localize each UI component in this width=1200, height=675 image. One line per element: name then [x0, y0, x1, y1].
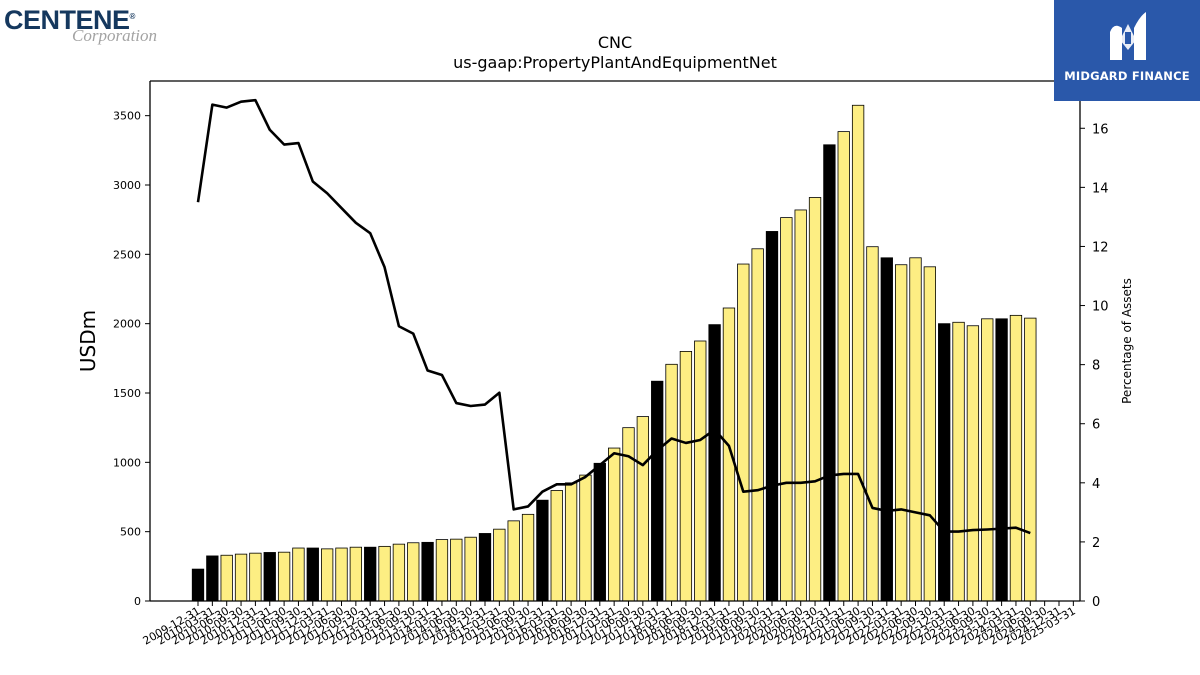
bar [507, 520, 520, 602]
y-axis-label: USDm [76, 310, 100, 372]
bar [493, 528, 506, 602]
bar [220, 554, 233, 602]
bar [895, 264, 908, 602]
registered-mark: ® [129, 12, 136, 21]
axes-group [149, 80, 1081, 602]
bar [708, 324, 721, 602]
bar [765, 231, 779, 602]
y2-tick-label: 8 [1092, 359, 1100, 374]
bar [579, 474, 592, 602]
bar [335, 547, 348, 602]
bar [320, 548, 334, 602]
centene-logo: CENTENE® Corporation [4, 2, 157, 45]
midgard-emblem-icon [1110, 12, 1146, 60]
bar [277, 551, 291, 602]
bar [191, 568, 205, 602]
bar [306, 547, 319, 602]
bar [923, 266, 936, 602]
y-tick-label: 2500 [113, 248, 141, 261]
bar [206, 555, 219, 602]
y-tick-label: 3500 [113, 110, 141, 123]
bar [679, 350, 693, 602]
bar [521, 513, 535, 602]
bar [1009, 314, 1023, 602]
bar [292, 547, 305, 602]
company-sub: Corporation [72, 26, 158, 45]
bar [981, 318, 994, 602]
bar [751, 248, 764, 602]
y2-axis-label: Percentage of Assets [1120, 278, 1134, 404]
bar [1024, 317, 1037, 602]
bar [665, 363, 678, 602]
y-tick-label: 1500 [113, 387, 141, 400]
bar [880, 257, 893, 602]
bar [636, 416, 649, 602]
bar [995, 318, 1008, 602]
bars-group [191, 104, 1037, 602]
bar [966, 325, 980, 602]
bar [794, 209, 807, 602]
bar [808, 197, 822, 602]
bar [407, 542, 420, 602]
y-tick-label: 3000 [113, 179, 141, 192]
bar [450, 538, 463, 602]
y2-tick-label: 6 [1092, 418, 1100, 433]
y-tick-label: 1000 [113, 456, 141, 469]
bar [737, 263, 750, 602]
bar [651, 380, 664, 602]
bar [593, 462, 606, 602]
bar [780, 217, 793, 602]
bar [909, 257, 922, 602]
bar [851, 104, 865, 602]
bar [234, 553, 248, 602]
y2-tick-label: 16 [1092, 122, 1109, 137]
publisher-name: MIDGARD FINANCE [1064, 69, 1190, 83]
bar [837, 131, 850, 602]
bar [564, 482, 578, 602]
y2-tick-label: 14 [1092, 181, 1109, 196]
bar [378, 545, 391, 602]
bar [364, 546, 377, 602]
bar [823, 144, 836, 602]
bar [392, 543, 406, 602]
ticks-group: 0 500 1000 1500 2000 2500 3000 3500 0 2 4 6 8 10 12 14 1… [113, 110, 1109, 648]
chart-title: CNC [598, 33, 632, 52]
company-name: CENTENE® [4, 2, 135, 35]
y-tick-label: 0 [134, 595, 141, 608]
bar [464, 536, 477, 602]
y-tick-label: 2000 [113, 318, 141, 331]
bar [938, 323, 951, 602]
bar [263, 552, 276, 602]
y2-tick-label: 2 [1092, 536, 1100, 551]
bar [435, 539, 449, 602]
y-tick-label: 500 [120, 526, 141, 539]
y2-tick-label: 4 [1092, 477, 1100, 492]
bar [622, 427, 635, 602]
bar [952, 321, 965, 602]
bar [249, 552, 262, 602]
percent-assets-line [196, 98, 1031, 535]
bar [536, 499, 549, 602]
bar [421, 541, 434, 602]
y2-tick-label: 12 [1092, 240, 1109, 255]
y2-tick-label: 10 [1092, 300, 1109, 315]
bar [550, 490, 563, 602]
bar [478, 533, 492, 602]
company-name-text: CENTENE [4, 5, 130, 35]
bar [608, 447, 621, 602]
line-group [196, 98, 1031, 535]
bar [694, 340, 707, 602]
midgard-finance-logo: MIDGARD FINANCE [1054, 0, 1200, 101]
y2-tick-label: 0 [1092, 595, 1100, 610]
bar [349, 546, 363, 602]
chart-subtitle: us-gaap:PropertyPlantAndEquipmentNet [453, 53, 777, 72]
bar [866, 246, 879, 602]
